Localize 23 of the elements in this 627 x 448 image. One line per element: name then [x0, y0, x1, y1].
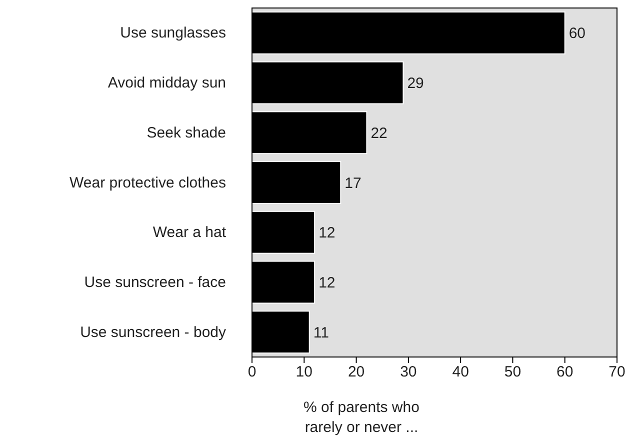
- x-tick-label: 0: [248, 364, 256, 381]
- x-tick-label: 30: [400, 364, 417, 381]
- x-tick-label: 60: [556, 364, 574, 381]
- y-tick-label: Avoid midday sun: [108, 74, 226, 92]
- y-tick-label: Seek shade: [146, 124, 226, 142]
- data-label: 12: [318, 274, 336, 292]
- y-tick-label: Wear protective clothes: [70, 174, 226, 192]
- x-tick-label: 10: [296, 364, 312, 381]
- x-tick-label: 70: [608, 364, 626, 381]
- data-label: 29: [407, 75, 424, 92]
- x-tick-label: 20: [348, 364, 365, 381]
- data-label: 12: [318, 224, 336, 242]
- y-tick-label: Use sunscreen - body: [80, 324, 226, 341]
- y-tick-label: Use sunscreen - face: [84, 274, 226, 292]
- y-tick-label: Wear a hat: [152, 224, 227, 242]
- x-tick-label: 40: [452, 364, 469, 381]
- data-label: 22: [370, 124, 388, 142]
- x-tick-label: 50: [504, 364, 522, 381]
- data-label: 17: [344, 174, 362, 192]
- x-axis-title: % of parents who rarely or never ...: [304, 399, 420, 436]
- data-label: 11: [313, 324, 329, 342]
- y-tick-label: Use sunglasses: [120, 24, 226, 42]
- data-label: 60: [568, 25, 586, 42]
